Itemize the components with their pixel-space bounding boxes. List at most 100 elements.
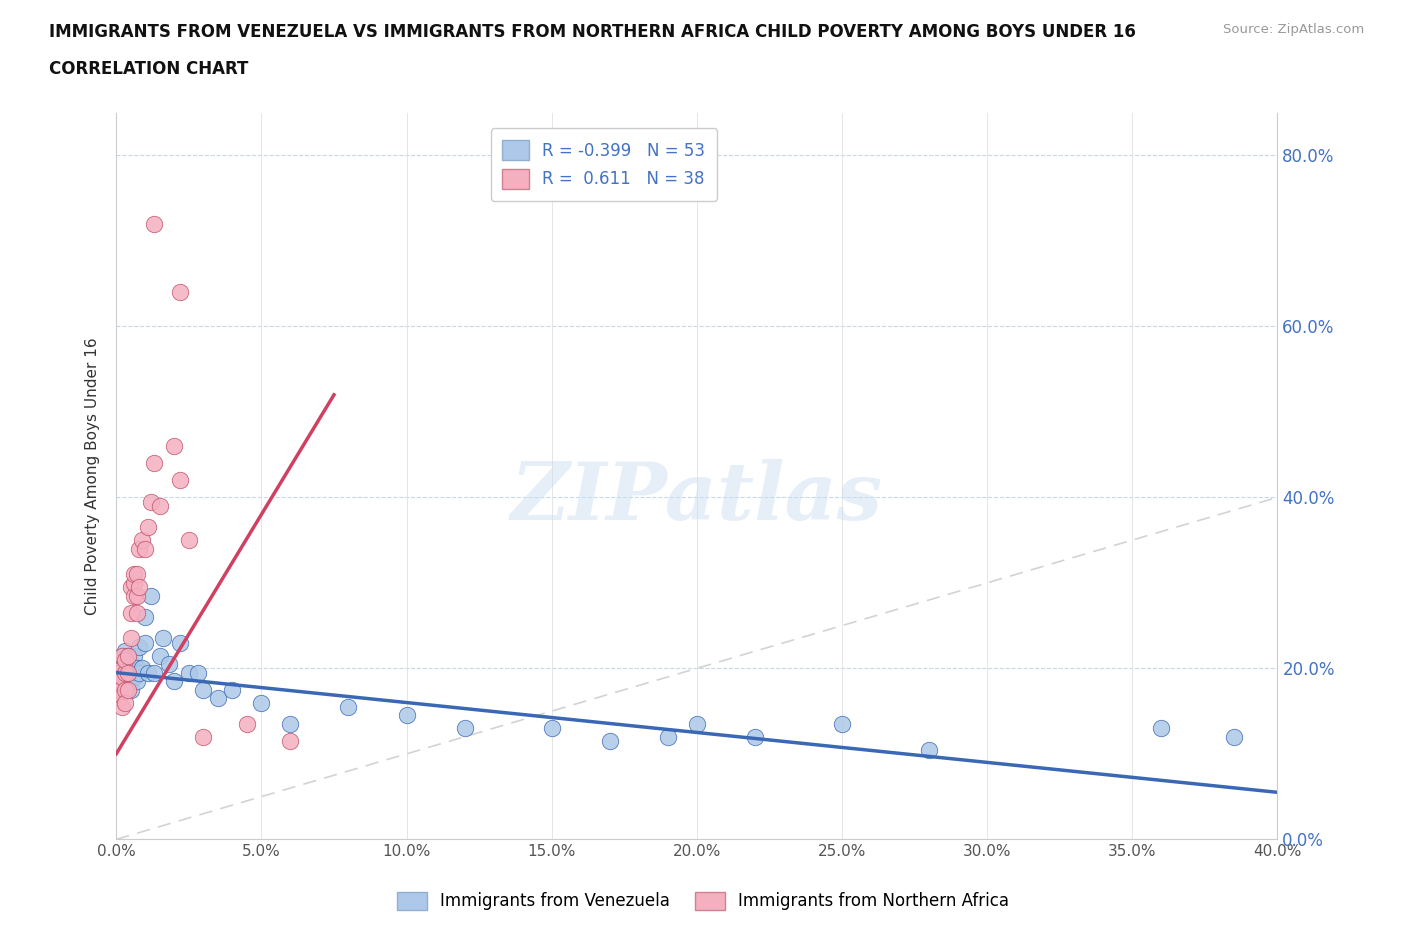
Point	[120, 665, 142, 680]
Point	[152, 631, 174, 645]
Point	[169, 472, 191, 487]
Point	[395, 708, 418, 723]
Point	[117, 683, 139, 698]
Point	[125, 673, 148, 688]
Text: ZIPatlas: ZIPatlas	[510, 459, 883, 537]
Point	[125, 605, 148, 620]
Point	[120, 657, 142, 671]
Point	[128, 579, 150, 594]
Point	[163, 439, 186, 454]
Point	[114, 665, 136, 680]
Point	[207, 691, 229, 706]
Point	[128, 665, 150, 680]
Point	[114, 683, 136, 698]
Point	[111, 670, 134, 684]
Point	[117, 665, 139, 680]
Point	[280, 734, 302, 749]
Point	[122, 648, 145, 663]
Point	[111, 699, 134, 714]
Point	[187, 665, 209, 680]
Point	[250, 695, 273, 710]
Point	[1223, 729, 1246, 744]
Point	[139, 589, 162, 604]
Point	[117, 661, 139, 676]
Point	[149, 498, 172, 513]
Point	[108, 665, 131, 680]
Point	[177, 533, 200, 548]
Point	[134, 541, 156, 556]
Point	[117, 648, 139, 663]
Point	[193, 683, 215, 698]
Point	[280, 716, 302, 731]
Point	[157, 657, 180, 671]
Point	[122, 576, 145, 591]
Point	[111, 648, 134, 663]
Point	[221, 683, 243, 698]
Text: Source: ZipAtlas.com: Source: ZipAtlas.com	[1223, 23, 1364, 36]
Point	[128, 640, 150, 655]
Point	[918, 742, 941, 757]
Point	[108, 683, 131, 698]
Point	[177, 665, 200, 680]
Point	[108, 665, 131, 680]
Point	[599, 734, 621, 749]
Point	[122, 589, 145, 604]
Point	[149, 648, 172, 663]
Point	[114, 678, 136, 693]
Point	[131, 533, 153, 548]
Point	[143, 217, 166, 232]
Point	[1150, 721, 1173, 736]
Point	[111, 661, 134, 676]
Point	[143, 456, 166, 471]
Point	[120, 579, 142, 594]
Point	[111, 648, 134, 663]
Point	[453, 721, 475, 736]
Point	[117, 648, 139, 663]
Point	[108, 652, 131, 667]
Point	[136, 520, 159, 535]
Point	[134, 635, 156, 650]
Point	[120, 631, 142, 645]
Point	[831, 716, 853, 731]
Point	[122, 567, 145, 582]
Point	[120, 683, 142, 698]
Point	[136, 665, 159, 680]
Point	[163, 673, 186, 688]
Point	[169, 285, 191, 299]
Point	[111, 661, 134, 676]
Point	[117, 673, 139, 688]
Point	[125, 589, 148, 604]
Point	[131, 661, 153, 676]
Legend: Immigrants from Venezuela, Immigrants from Northern Africa: Immigrants from Venezuela, Immigrants fr…	[389, 885, 1017, 917]
Point	[143, 665, 166, 680]
Text: IMMIGRANTS FROM VENEZUELA VS IMMIGRANTS FROM NORTHERN AFRICA CHILD POVERTY AMONG: IMMIGRANTS FROM VENEZUELA VS IMMIGRANTS …	[49, 23, 1136, 41]
Text: CORRELATION CHART: CORRELATION CHART	[49, 60, 249, 78]
Point	[744, 729, 766, 744]
Point	[134, 610, 156, 625]
Point	[111, 683, 134, 698]
Point	[139, 494, 162, 509]
Point	[111, 670, 134, 684]
Point	[125, 661, 148, 676]
Y-axis label: Child Poverty Among Boys Under 16: Child Poverty Among Boys Under 16	[86, 338, 100, 615]
Point	[540, 721, 562, 736]
Point	[114, 652, 136, 667]
Point	[125, 567, 148, 582]
Point	[114, 644, 136, 658]
Point	[169, 635, 191, 650]
Point	[114, 695, 136, 710]
Point	[657, 729, 679, 744]
Point	[108, 691, 131, 706]
Point	[114, 657, 136, 671]
Point	[114, 665, 136, 680]
Point	[108, 673, 131, 688]
Point	[108, 673, 131, 688]
Point	[236, 716, 259, 731]
Point	[193, 729, 215, 744]
Legend: R = -0.399   N = 53, R =  0.611   N = 38: R = -0.399 N = 53, R = 0.611 N = 38	[491, 128, 717, 201]
Point	[337, 699, 360, 714]
Point	[686, 716, 709, 731]
Point	[120, 605, 142, 620]
Point	[128, 541, 150, 556]
Point	[122, 670, 145, 684]
